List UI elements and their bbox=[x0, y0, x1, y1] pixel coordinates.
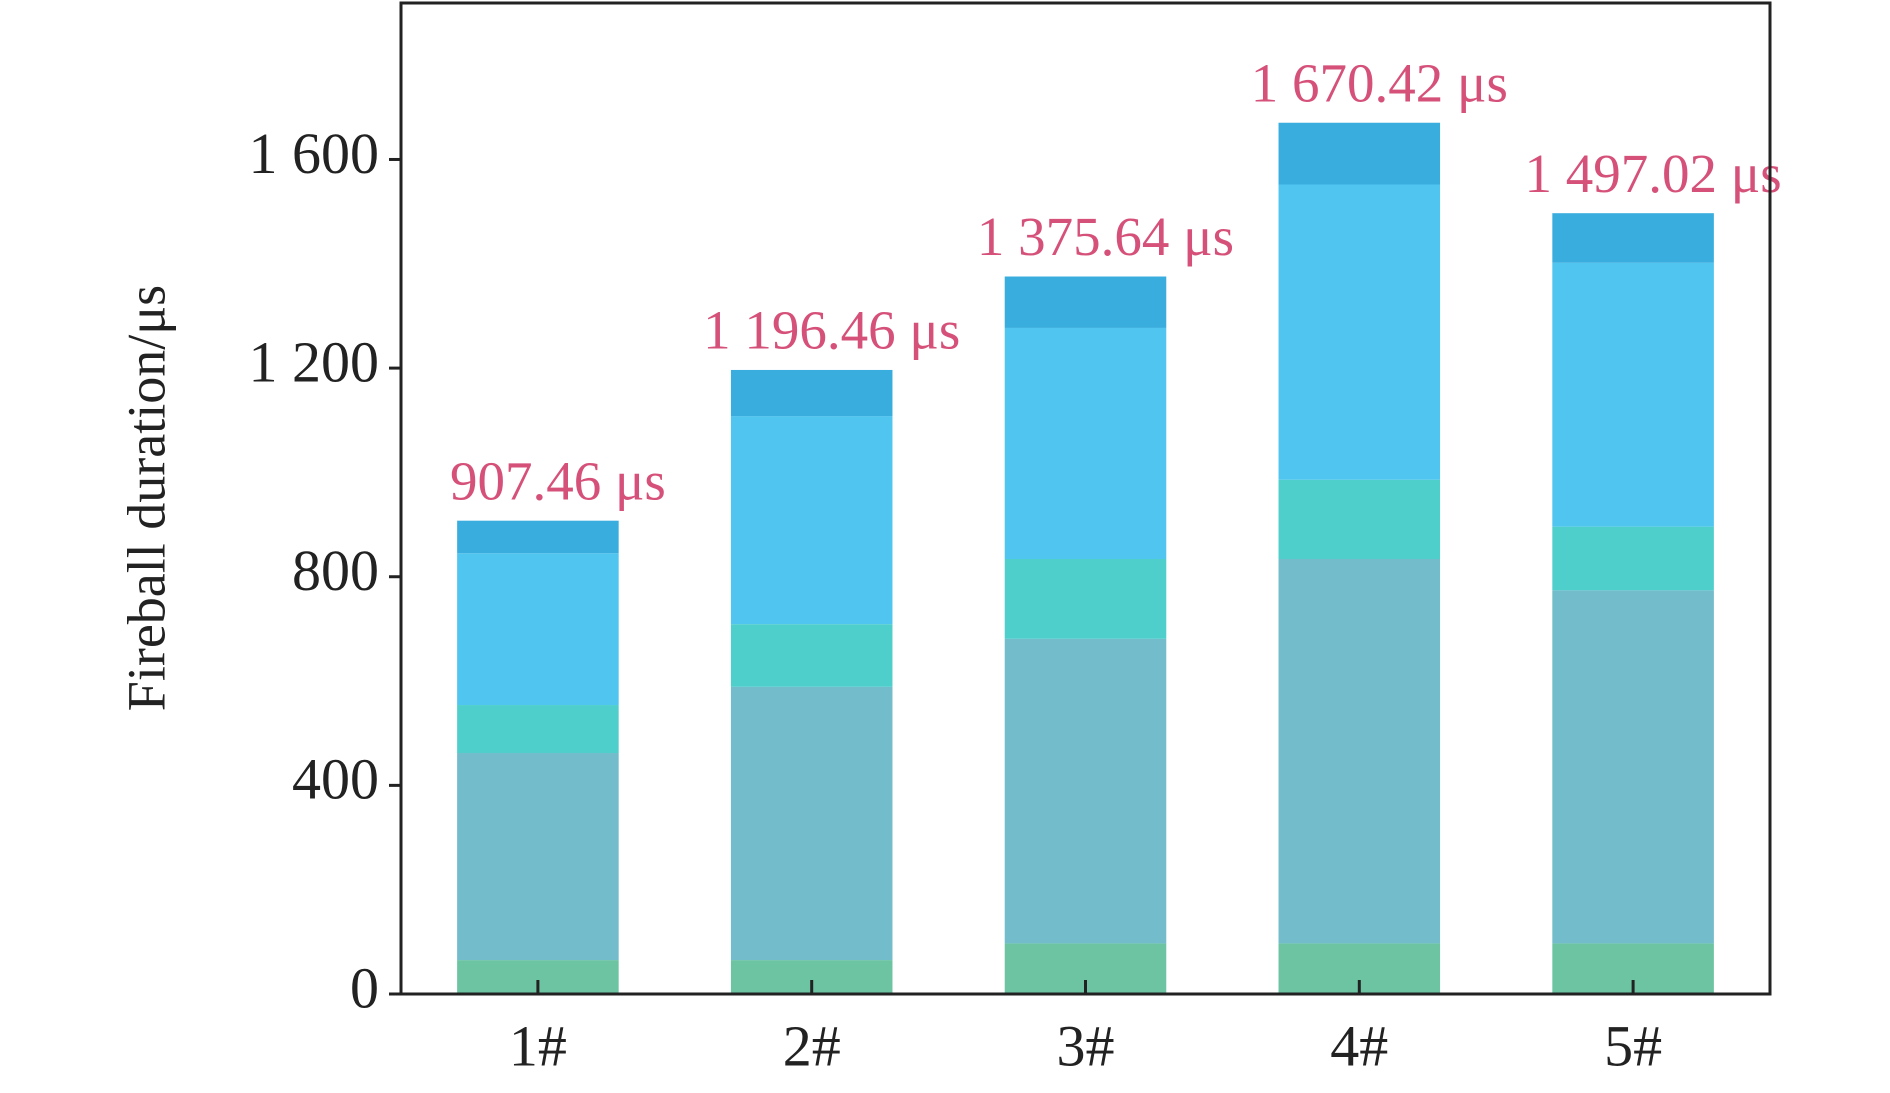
x-tick-label: 1# bbox=[509, 1013, 567, 1078]
bar-segment bbox=[1278, 184, 1441, 480]
bar-segment bbox=[1004, 638, 1167, 944]
x-tick-label: 4# bbox=[1330, 1013, 1388, 1078]
total-label: 1 497.02 μs bbox=[1525, 143, 1782, 204]
bar-segment bbox=[1278, 479, 1441, 560]
bar-segment bbox=[730, 624, 893, 687]
total-label: 907.46 μs bbox=[450, 450, 666, 511]
bar-segment bbox=[1552, 590, 1714, 944]
bar-segment bbox=[457, 520, 619, 554]
bar-segment bbox=[457, 753, 619, 961]
bar-segment bbox=[457, 553, 619, 706]
y-axis-title: Fireball duration/μs bbox=[116, 285, 176, 711]
x-tick-label: 5# bbox=[1604, 1013, 1662, 1078]
x-tick-label: 3# bbox=[1057, 1013, 1115, 1078]
y-tick-label: 1 600 bbox=[249, 121, 380, 186]
bar-segment bbox=[730, 686, 893, 961]
bar-segment bbox=[1278, 122, 1441, 185]
y-tick-label: 400 bbox=[292, 747, 379, 812]
y-tick-label: 0 bbox=[350, 955, 379, 1020]
total-label: 1 375.64 μs bbox=[977, 206, 1234, 267]
bar-segment bbox=[1278, 559, 1441, 944]
bar-segment bbox=[1552, 213, 1714, 263]
total-label: 1 196.46 μs bbox=[703, 300, 960, 361]
bar-segment bbox=[1552, 526, 1714, 591]
bar-segment bbox=[1552, 262, 1714, 527]
bar-segment bbox=[730, 369, 893, 417]
y-tick-label: 1 200 bbox=[249, 329, 380, 394]
plot-frame bbox=[399, 1, 1772, 996]
x-tick-label: 2# bbox=[783, 1013, 841, 1078]
bar-segment bbox=[457, 705, 619, 754]
bar-segment bbox=[1004, 276, 1167, 328]
bar-segment bbox=[730, 416, 893, 625]
bar-segment bbox=[1004, 327, 1167, 560]
total-label: 1 670.42 μs bbox=[1251, 52, 1508, 113]
bar-segment bbox=[1004, 559, 1167, 639]
y-tick-label: 800 bbox=[292, 538, 379, 603]
